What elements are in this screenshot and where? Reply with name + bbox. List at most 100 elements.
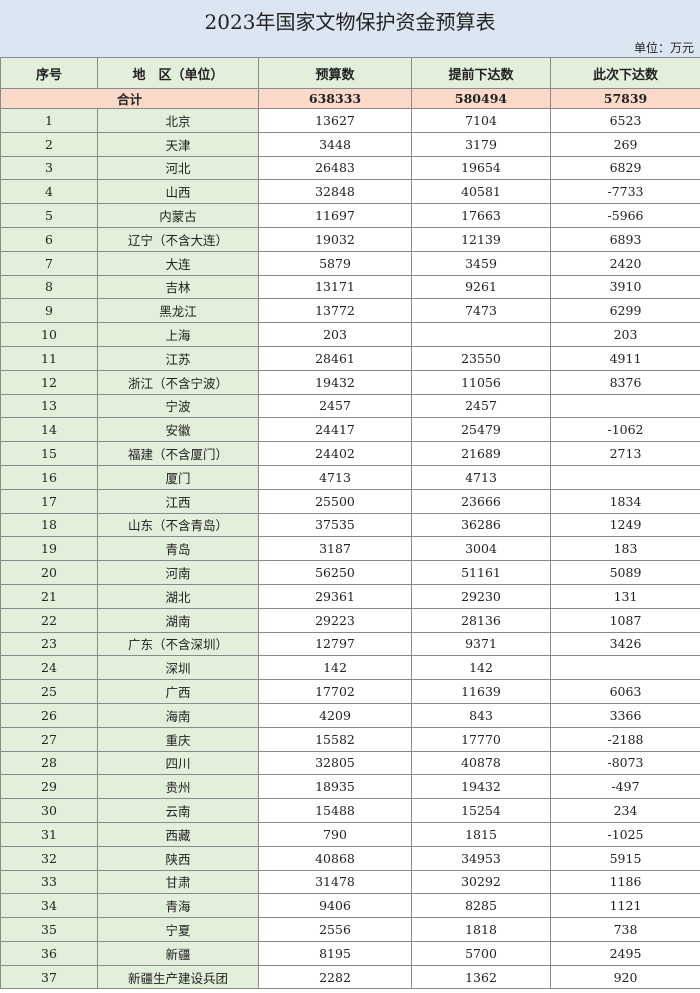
row-region: 新疆生产建设兵团 bbox=[97, 964, 259, 990]
row-region: 山西 bbox=[97, 179, 259, 205]
row-advance: 51161 bbox=[411, 560, 551, 585]
row-advance: 843 bbox=[411, 702, 551, 728]
row-index: 27 bbox=[0, 726, 98, 752]
row-advance: 36286 bbox=[411, 512, 551, 538]
total-label: 合计 bbox=[0, 88, 259, 109]
table-row: 36 新疆 8195 5700 2495 bbox=[0, 940, 700, 966]
total-current: 57839 bbox=[550, 88, 700, 109]
table-row: 22 湖南 29223 28136 1087 bbox=[0, 607, 700, 633]
row-budget: 24417 bbox=[258, 417, 412, 443]
row-current: 183 bbox=[550, 536, 700, 562]
table-row: 25 广西 17702 11639 6063 bbox=[0, 679, 700, 704]
header-row: 序号 地 区（单位） 预算数 提前下达数 此次下达数 bbox=[0, 57, 700, 89]
row-index: 24 bbox=[0, 655, 98, 681]
header-region: 地 区（单位） bbox=[97, 57, 259, 89]
total-advance: 580494 bbox=[411, 88, 551, 109]
row-current: 234 bbox=[550, 798, 700, 823]
row-current: 5915 bbox=[550, 845, 700, 871]
budget-table: 序号 地 区（单位） 预算数 提前下达数 此次下达数 合计 638333 580… bbox=[0, 57, 700, 990]
row-index: 12 bbox=[0, 369, 98, 395]
row-current: 4911 bbox=[550, 345, 700, 371]
row-advance: 40878 bbox=[411, 750, 551, 776]
table-row: 26 海南 4209 843 3366 bbox=[0, 702, 700, 728]
row-advance: 40581 bbox=[411, 179, 551, 205]
row-current: 203 bbox=[550, 322, 700, 347]
row-advance: 4713 bbox=[411, 464, 551, 490]
row-index: 21 bbox=[0, 583, 98, 609]
table-row: 23 广东（不含深圳） 12797 9371 3426 bbox=[0, 631, 700, 657]
table-row: 3 河北 26483 19654 6829 bbox=[0, 155, 700, 181]
row-budget: 32805 bbox=[258, 750, 412, 776]
row-region: 厦门 bbox=[97, 464, 259, 490]
row-advance: 30292 bbox=[411, 869, 551, 895]
row-advance: 11056 bbox=[411, 369, 551, 395]
row-advance: 17770 bbox=[411, 726, 551, 752]
table-row: 8 吉林 13171 9261 3910 bbox=[0, 274, 700, 300]
row-budget: 13627 bbox=[258, 108, 412, 133]
row-current: -8073 bbox=[550, 750, 700, 776]
row-budget: 3448 bbox=[258, 131, 412, 157]
row-current: 1186 bbox=[550, 869, 700, 895]
row-region: 上海 bbox=[97, 322, 259, 347]
row-budget: 790 bbox=[258, 821, 412, 847]
row-region: 大连 bbox=[97, 250, 259, 276]
row-budget: 9406 bbox=[258, 893, 412, 919]
row-region: 河南 bbox=[97, 560, 259, 585]
total-row: 合计 638333 580494 57839 bbox=[0, 88, 700, 109]
row-budget: 15582 bbox=[258, 726, 412, 752]
row-budget: 203 bbox=[258, 322, 412, 347]
row-advance: 23666 bbox=[411, 488, 551, 514]
row-budget: 28461 bbox=[258, 345, 412, 371]
row-region: 深圳 bbox=[97, 655, 259, 681]
row-budget: 32848 bbox=[258, 179, 412, 205]
row-index: 11 bbox=[0, 345, 98, 371]
table-row: 37 新疆生产建设兵团 2282 1362 920 bbox=[0, 964, 700, 990]
row-current: -1062 bbox=[550, 417, 700, 443]
row-current: 6893 bbox=[550, 226, 700, 252]
table-row: 34 青海 9406 8285 1121 bbox=[0, 893, 700, 919]
row-index: 30 bbox=[0, 798, 98, 823]
row-budget: 3187 bbox=[258, 536, 412, 562]
table-row: 4 山西 32848 40581 -7733 bbox=[0, 179, 700, 205]
row-current: 3366 bbox=[550, 702, 700, 728]
row-index: 22 bbox=[0, 607, 98, 633]
row-advance: 28136 bbox=[411, 607, 551, 633]
row-region: 山东（不含青岛） bbox=[97, 512, 259, 538]
row-region: 海南 bbox=[97, 702, 259, 728]
row-region: 安徽 bbox=[97, 417, 259, 443]
row-region: 黑龙江 bbox=[97, 298, 259, 324]
header-current: 此次下达数 bbox=[550, 57, 700, 89]
table-row: 20 河南 56250 51161 5089 bbox=[0, 560, 700, 585]
row-region: 内蒙古 bbox=[97, 203, 259, 228]
row-index: 29 bbox=[0, 774, 98, 800]
row-region: 青岛 bbox=[97, 536, 259, 562]
row-current: 2495 bbox=[550, 940, 700, 966]
row-index: 4 bbox=[0, 179, 98, 205]
row-budget: 56250 bbox=[258, 560, 412, 585]
row-index: 25 bbox=[0, 679, 98, 704]
row-budget: 31478 bbox=[258, 869, 412, 895]
row-index: 1 bbox=[0, 108, 98, 133]
row-current: 1834 bbox=[550, 488, 700, 514]
row-index: 6 bbox=[0, 226, 98, 252]
row-advance: 12139 bbox=[411, 226, 551, 252]
table-row: 13 宁波 2457 2457 bbox=[0, 393, 700, 419]
row-current: 1087 bbox=[550, 607, 700, 633]
row-budget: 13171 bbox=[258, 274, 412, 300]
row-advance: 2457 bbox=[411, 393, 551, 419]
row-index: 10 bbox=[0, 322, 98, 347]
row-index: 17 bbox=[0, 488, 98, 514]
row-budget: 29361 bbox=[258, 583, 412, 609]
row-budget: 19432 bbox=[258, 369, 412, 395]
row-index: 2 bbox=[0, 131, 98, 157]
row-advance: 29230 bbox=[411, 583, 551, 609]
row-current: 6829 bbox=[550, 155, 700, 181]
table-row: 35 宁夏 2556 1818 738 bbox=[0, 917, 700, 942]
row-advance: 3459 bbox=[411, 250, 551, 276]
row-budget: 13772 bbox=[258, 298, 412, 324]
row-current: 8376 bbox=[550, 369, 700, 395]
row-advance: 3004 bbox=[411, 536, 551, 562]
row-index: 37 bbox=[0, 964, 98, 990]
row-index: 26 bbox=[0, 702, 98, 728]
row-advance: 5700 bbox=[411, 940, 551, 966]
